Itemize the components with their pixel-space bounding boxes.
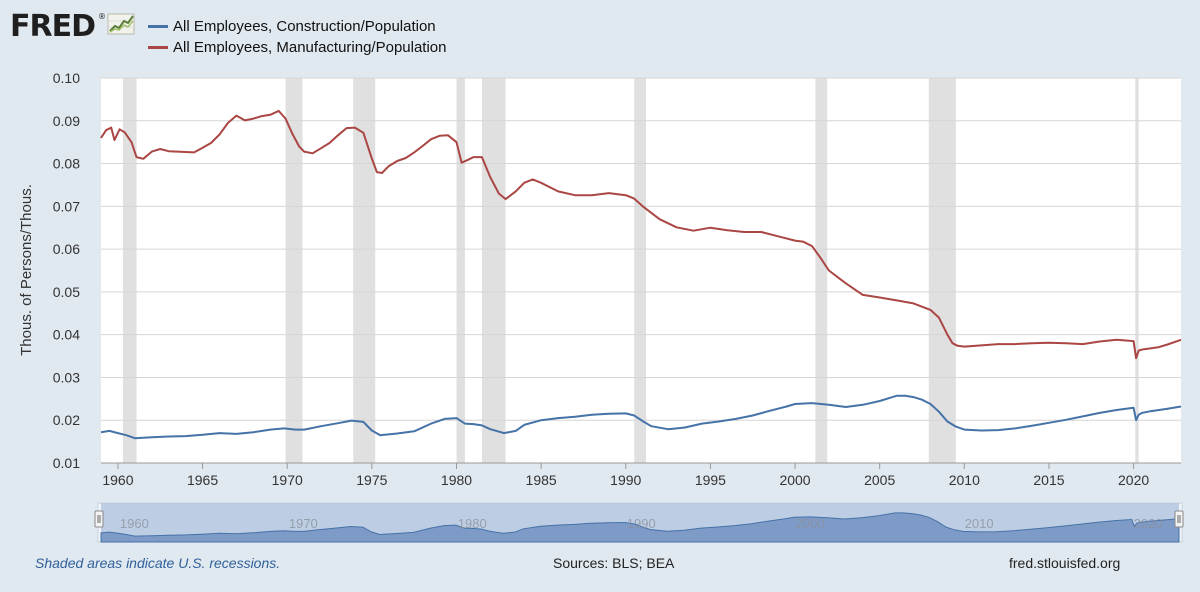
y-tick-label: 0.03 <box>53 369 80 385</box>
x-tick-label: 2000 <box>779 472 810 488</box>
plot-area <box>101 78 1181 463</box>
legend-swatch-construction <box>148 25 168 28</box>
range-navigator[interactable]: 1960 1970 1980 1990 2000 2010 2020 <box>94 502 1184 543</box>
legend-label-construction: All Employees, Construction/Population <box>173 18 436 35</box>
x-tick-label: 1985 <box>526 472 557 488</box>
y-tick-label: 0.08 <box>53 156 80 172</box>
line-chart-icon <box>107 13 135 35</box>
navigator-year-label: 2000 <box>796 516 825 531</box>
x-tick-label: 2010 <box>949 472 980 488</box>
x-tick-label: 1980 <box>441 472 472 488</box>
recession-band <box>285 78 303 463</box>
legend-item-manufacturing[interactable]: All Employees, Manufacturing/Population <box>148 37 447 58</box>
x-tick-label: 2005 <box>864 472 895 488</box>
x-tick-label: 1970 <box>272 472 303 488</box>
y-tick-label: 0.05 <box>53 284 80 300</box>
navigator-handle-left[interactable] <box>94 510 104 528</box>
y-tick-label: 0.02 <box>53 412 80 428</box>
y-tick-label: 0.06 <box>53 241 80 257</box>
x-tick-label: 2015 <box>1033 472 1064 488</box>
recession-band <box>1135 78 1139 463</box>
navigator-year-label: 1960 <box>120 516 149 531</box>
navigator-year-label: 2020 <box>1134 516 1163 531</box>
recession-band <box>815 78 828 463</box>
x-tick-label: 1995 <box>695 472 726 488</box>
navigator-year-label: 1980 <box>458 516 487 531</box>
recession-note: Shaded areas indicate U.S. recessions. <box>35 555 281 571</box>
navigator-track <box>97 502 1183 543</box>
x-tick-label: 1990 <box>610 472 641 488</box>
x-tick-label: 1975 <box>356 472 387 488</box>
y-tick-label: 0.07 <box>53 198 80 214</box>
y-tick-label: 0.04 <box>53 327 80 343</box>
series-line-construction[interactable] <box>100 394 1182 440</box>
handle-body[interactable] <box>1174 510 1184 528</box>
navigator-selection[interactable] <box>101 503 1179 542</box>
legend-label-manufacturing: All Employees, Manufacturing/Population <box>173 39 447 56</box>
recession-band <box>634 78 647 463</box>
y-tick-label: 0.10 <box>53 70 80 86</box>
recession-band <box>481 78 506 463</box>
recession-band <box>123 78 137 463</box>
recession-band <box>928 78 956 463</box>
chart-legend: All Employees, Construction/Population A… <box>148 16 447 58</box>
sources-text: Sources: BLS; BEA <box>553 555 675 571</box>
legend-swatch-manufacturing <box>148 46 168 49</box>
navigator-handle-right[interactable] <box>1174 510 1184 528</box>
x-tick-label: 1965 <box>187 472 218 488</box>
legend-item-construction[interactable]: All Employees, Construction/Population <box>148 16 447 37</box>
y-tick-label: 0.01 <box>53 455 80 471</box>
site-link[interactable]: fred.stlouisfed.org <box>1009 555 1121 571</box>
y-tick-label: 0.09 <box>53 113 80 129</box>
recession-band <box>456 78 465 463</box>
x-tick-label: 2020 <box>1118 472 1149 488</box>
recession-band <box>353 78 376 463</box>
handle-body[interactable] <box>94 510 104 528</box>
navigator-year-label: 1990 <box>627 516 656 531</box>
navigator-year-label: 2010 <box>965 516 994 531</box>
series-line-manufacturing[interactable] <box>100 109 1182 360</box>
fred-logo[interactable]: FRED <box>10 9 96 44</box>
x-tick-label: 1960 <box>102 472 133 488</box>
navigator-series-area <box>100 512 1180 543</box>
registered-mark: ® <box>98 12 106 21</box>
navigator-year-label: 1970 <box>289 516 318 531</box>
y-axis-label: Thous. of Persons/Thous. <box>18 184 35 356</box>
